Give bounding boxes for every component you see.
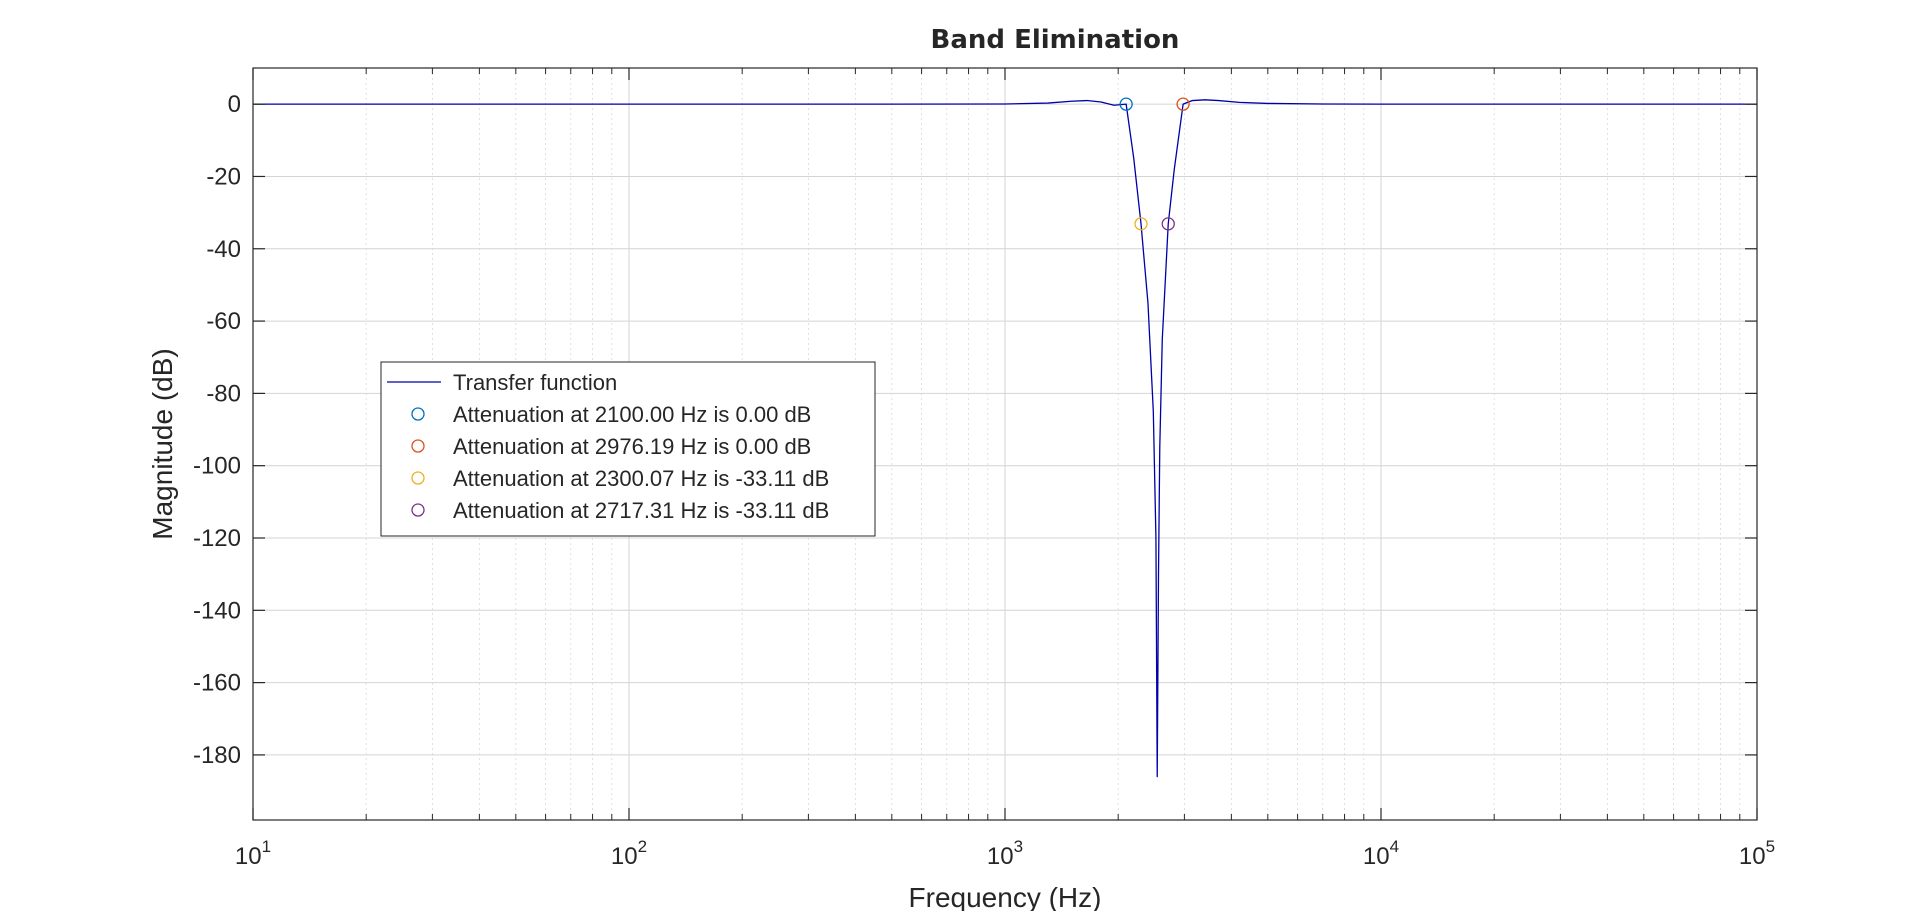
x-tick-label: 104 xyxy=(1363,837,1399,870)
legend-marker-swatch xyxy=(411,407,425,421)
x-tick-label: 105 xyxy=(1739,837,1775,870)
chart-title: Band Elimination xyxy=(931,25,1180,55)
y-tick-label: 0 xyxy=(228,91,241,118)
legend-box xyxy=(380,361,876,537)
y-tick-label: -120 xyxy=(193,525,241,552)
x-tick-label: 101 xyxy=(235,837,271,870)
x-axis-label: Frequency (Hz) xyxy=(909,882,1102,911)
x-tick-base: 10 xyxy=(1739,843,1766,870)
series-layer xyxy=(253,97,1757,778)
attenuation-marker xyxy=(1119,97,1133,111)
y-axis-label: Magnitude (dB) xyxy=(147,348,178,539)
x-tick-exponent: 5 xyxy=(1766,837,1775,856)
x-tick-exponent: 1 xyxy=(262,837,271,856)
x-tick-base: 10 xyxy=(1363,843,1390,870)
x-tick-base: 10 xyxy=(235,843,262,870)
x-tick-label: 102 xyxy=(611,837,647,870)
y-tick-label: -80 xyxy=(206,380,241,407)
y-tick-label: -20 xyxy=(206,163,241,190)
x-tick-exponent: 2 xyxy=(638,837,647,856)
attenuation-marker xyxy=(1161,217,1175,231)
legend: Transfer function Attenuation at 2100.00 … xyxy=(380,361,876,537)
legend-entry-label: Attenuation at 2100.00 Hz is 0.00 dB xyxy=(453,402,811,427)
legend-entry-label: Attenuation at 2717.31 Hz is -33.11 dB xyxy=(453,498,829,523)
label-layer: Band Elimination Frequency (Hz) Magnitud… xyxy=(147,25,1180,913)
attenuation-marker xyxy=(1134,217,1148,231)
y-tick-label: -40 xyxy=(206,236,241,263)
legend-marker-swatch xyxy=(411,503,425,517)
x-tick-exponent: 4 xyxy=(1390,837,1399,856)
x-tick-base: 10 xyxy=(987,843,1014,870)
y-tick-label: -160 xyxy=(193,670,241,697)
x-tick-base: 10 xyxy=(611,843,638,870)
attenuation-marker xyxy=(1176,97,1190,111)
x-tick-exponent: 3 xyxy=(1014,837,1023,856)
tick-layer: 101 102 103 104 1050-20-40-60-80-100-120-140… xyxy=(193,68,1775,870)
transfer-function-line xyxy=(253,99,1757,778)
y-tick-label: -60 xyxy=(206,308,241,335)
legend-marker-swatch xyxy=(411,439,425,453)
legend-marker-swatch xyxy=(411,471,425,485)
y-tick-label: -140 xyxy=(193,597,241,624)
x-tick-label: 103 xyxy=(987,837,1023,870)
y-tick-label: -100 xyxy=(193,453,241,480)
legend-entry-label: Attenuation at 2300.07 Hz is -33.11 dB xyxy=(453,466,829,491)
legend-entry-label: Transfer function xyxy=(453,370,617,395)
y-tick-label: -180 xyxy=(193,742,241,769)
legend-entry-label: Attenuation at 2976.19 Hz is 0.00 dB xyxy=(453,434,811,459)
